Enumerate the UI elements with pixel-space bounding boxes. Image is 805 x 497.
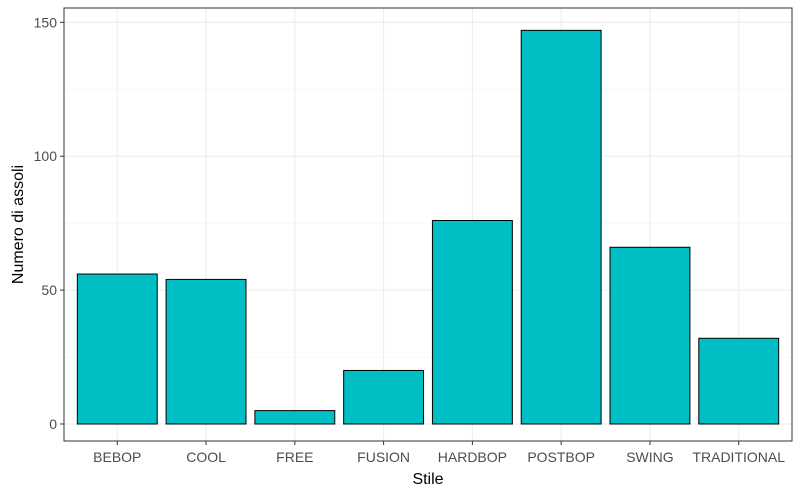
bar-free — [254, 410, 336, 425]
x-tick-label-traditional: TRADITIONAL — [692, 449, 785, 465]
x-tick-label-swing: SWING — [626, 449, 673, 465]
x-axis-ticks: BEBOP COOL FREE FUSION HARDBOP POSTBOP SWING TR… — [93, 441, 785, 465]
y-tick-label: 0 — [49, 416, 57, 432]
bars — [76, 29, 780, 425]
x-tick-label-hardbop: HARDBOP — [438, 449, 507, 465]
x-tick-label-free: FREE — [276, 449, 313, 465]
y-tick-label: 50 — [41, 282, 57, 298]
x-tick-label-bebop: BEBOP — [93, 449, 141, 465]
x-tick-label-postbop: POSTBOP — [527, 449, 595, 465]
bar-postbop — [520, 29, 602, 425]
panel-border — [63, 7, 793, 442]
y-tick-label: 150 — [34, 14, 58, 30]
bar-swing — [609, 246, 691, 425]
y-axis-title: Numero di assoli — [10, 165, 27, 284]
y-tick-label: 100 — [34, 148, 58, 164]
x-axis-title: Stile — [412, 471, 443, 488]
bar-traditional — [698, 337, 780, 425]
y-axis-ticks: 0 50 100 150 — [34, 14, 64, 432]
bar-hardbop — [431, 219, 513, 425]
grid-lines — [64, 8, 792, 441]
bar-cool — [165, 278, 247, 425]
x-tick-label-fusion: FUSION — [357, 449, 410, 465]
bar-fusion — [343, 369, 425, 425]
x-tick-label-cool: COOL — [186, 449, 226, 465]
bar-bebop — [76, 273, 158, 425]
